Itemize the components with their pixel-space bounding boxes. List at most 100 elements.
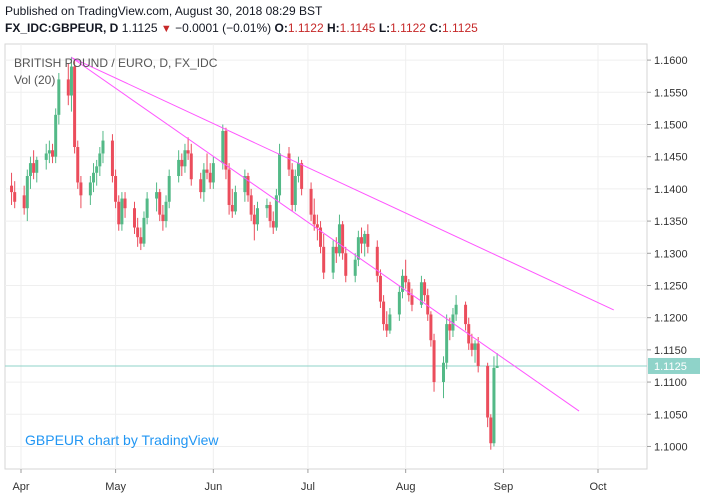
candle-body <box>265 204 269 209</box>
low-label: L: <box>378 21 391 35</box>
candle-body <box>76 147 80 183</box>
trendline <box>71 57 614 311</box>
candle-body <box>221 130 225 164</box>
candle-body <box>54 114 58 157</box>
candle-body <box>180 159 184 167</box>
y-tick-label: 1.1500 <box>654 119 688 131</box>
price-axis[interactable]: 1.1600 1.1550 1.1500 1.1450 1.1400 1.1350 1.13… <box>647 55 700 453</box>
candle-body <box>476 343 480 366</box>
candle-body <box>356 237 360 260</box>
y-tick-label: 1.1250 <box>654 280 688 292</box>
candle-body <box>293 176 297 205</box>
candle-body <box>73 66 77 148</box>
x-tick-label: Oct <box>589 481 606 493</box>
last-price-box <box>648 357 700 374</box>
y-tick-label: 1.1400 <box>654 184 688 196</box>
candle-body <box>287 153 291 170</box>
chart-title: BRITISH POUND / EURO, D, FX_IDC <box>14 56 218 70</box>
y-tick-label: 1.1350 <box>654 216 688 228</box>
y-tick-label: 1.1200 <box>654 313 688 325</box>
candle-body <box>309 188 313 215</box>
candle-body <box>199 179 203 193</box>
y-tick-label: 1.1550 <box>654 87 688 99</box>
published-caption: Published on TradingView.com, August 30,… <box>5 4 323 18</box>
close-label: C: <box>429 21 442 35</box>
candle-body <box>233 192 237 212</box>
candle-body <box>290 169 294 205</box>
candle-body <box>360 237 364 244</box>
candle-body <box>423 282 427 296</box>
candle-body <box>208 172 212 183</box>
candle-body <box>155 192 159 199</box>
candle-body <box>378 275 382 302</box>
candle-body <box>322 246 326 273</box>
candle-body <box>473 343 477 350</box>
trendlines[interactable] <box>71 57 614 412</box>
x-tick-label: Apr <box>12 481 29 493</box>
candle-body <box>98 153 102 167</box>
candle-body <box>312 214 316 225</box>
candle-body <box>407 282 411 296</box>
candle-body <box>445 324 449 363</box>
candle-body <box>486 365 490 418</box>
x-tick-label: Jun <box>204 481 222 493</box>
candle-body <box>243 176 247 193</box>
candle-body <box>139 237 143 244</box>
candle-body <box>246 176 250 196</box>
grid <box>5 44 647 469</box>
time-axis[interactable]: Apr May Jun Jul Aug Sep Oct <box>12 469 607 493</box>
y-tick-label: 1.1450 <box>654 152 688 164</box>
candle-body <box>464 304 468 325</box>
y-tick-label: 1.1100 <box>654 377 687 389</box>
candle-body <box>183 150 187 167</box>
candle-body <box>495 365 499 368</box>
candle-body <box>296 163 300 177</box>
candle-body <box>164 201 168 222</box>
candle-body <box>227 169 231 205</box>
candle-body <box>35 159 39 173</box>
down-triangle-icon: ▼ <box>160 23 172 35</box>
last-price-tag: 1.1125 <box>654 361 687 373</box>
candle-body <box>136 227 140 238</box>
candle-body <box>271 221 275 228</box>
candle-body <box>57 79 61 115</box>
candle-body <box>255 208 259 225</box>
y-tick-label: 1.1050 <box>654 409 688 421</box>
candle-body <box>470 343 474 350</box>
candle-body <box>92 172 96 183</box>
low-value: 1.1122 <box>390 21 426 35</box>
candle-body <box>66 79 70 96</box>
candle-body <box>375 246 379 276</box>
candle-body <box>202 169 206 193</box>
candle-body <box>385 324 389 331</box>
candle-body <box>442 362 446 383</box>
candle-body <box>117 201 121 225</box>
candle-body <box>123 198 127 209</box>
watermark: GBPEUR chart by TradingView <box>25 432 219 448</box>
candle-body <box>44 153 48 160</box>
candle-body <box>249 195 253 215</box>
candle-body <box>426 295 430 315</box>
candle-body <box>69 66 73 96</box>
price-change: −0.0001 (−0.01%) <box>175 21 272 35</box>
last-price: 1.1125 <box>121 21 158 35</box>
candle-body <box>101 140 105 154</box>
symbol-ohlc-header: FX_IDC:GBPEUR, D 1.1125 ▼ −0.0001 (−0.01… <box>5 21 478 35</box>
high-value: 1.1145 <box>339 21 376 35</box>
y-tick-label: 1.1150 <box>654 345 687 357</box>
candle-body <box>344 253 348 276</box>
candle-body <box>315 224 319 228</box>
candle-body <box>158 192 162 215</box>
close-value: 1.1125 <box>441 21 478 35</box>
candle-body <box>161 214 165 222</box>
candle-body <box>489 417 493 444</box>
candle-body <box>22 195 26 209</box>
candle-body <box>189 153 193 180</box>
candle-body <box>110 140 114 177</box>
trendline <box>71 57 580 412</box>
candle-body <box>79 182 83 196</box>
plot-frame <box>4 43 648 470</box>
candle-body <box>252 214 256 225</box>
candle-body <box>177 159 181 177</box>
